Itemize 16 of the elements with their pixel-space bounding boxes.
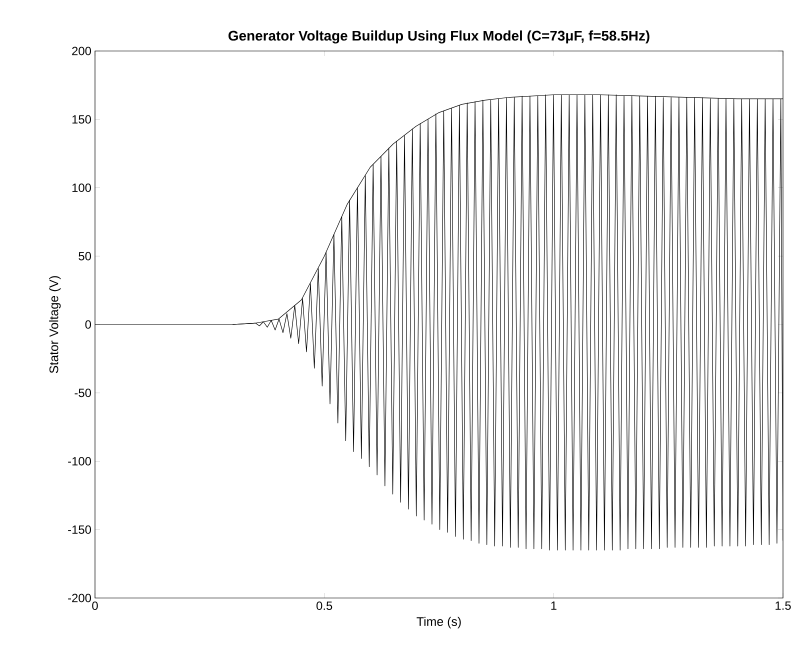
y-tick-label: -50 [74, 388, 92, 398]
y-tick-label: -200 [68, 594, 92, 602]
x-axis-title: Time (s) [416, 616, 461, 628]
y-tick-label: 150 [72, 115, 92, 124]
x-tick-label: 1.5 [776, 602, 791, 610]
y-axis-title: Stator Voltage (V) [49, 276, 61, 374]
x-tick-label: 1 [551, 602, 556, 610]
y-tick-label: 200 [72, 46, 92, 56]
x-tick-label: 0 [92, 602, 98, 610]
x-tick-label: 0.5 [316, 602, 332, 610]
y-tick-label: 50 [78, 252, 92, 260]
chart-title: Generator Voltage Buildup Using Flux Model (C=73μF, f=58.5Hz) [228, 30, 650, 44]
y-tick-label: 0 [85, 320, 92, 329]
y-tick-label: -100 [68, 457, 92, 466]
y-tick-label: 100 [72, 184, 92, 192]
y-tick-label: -150 [68, 525, 92, 534]
